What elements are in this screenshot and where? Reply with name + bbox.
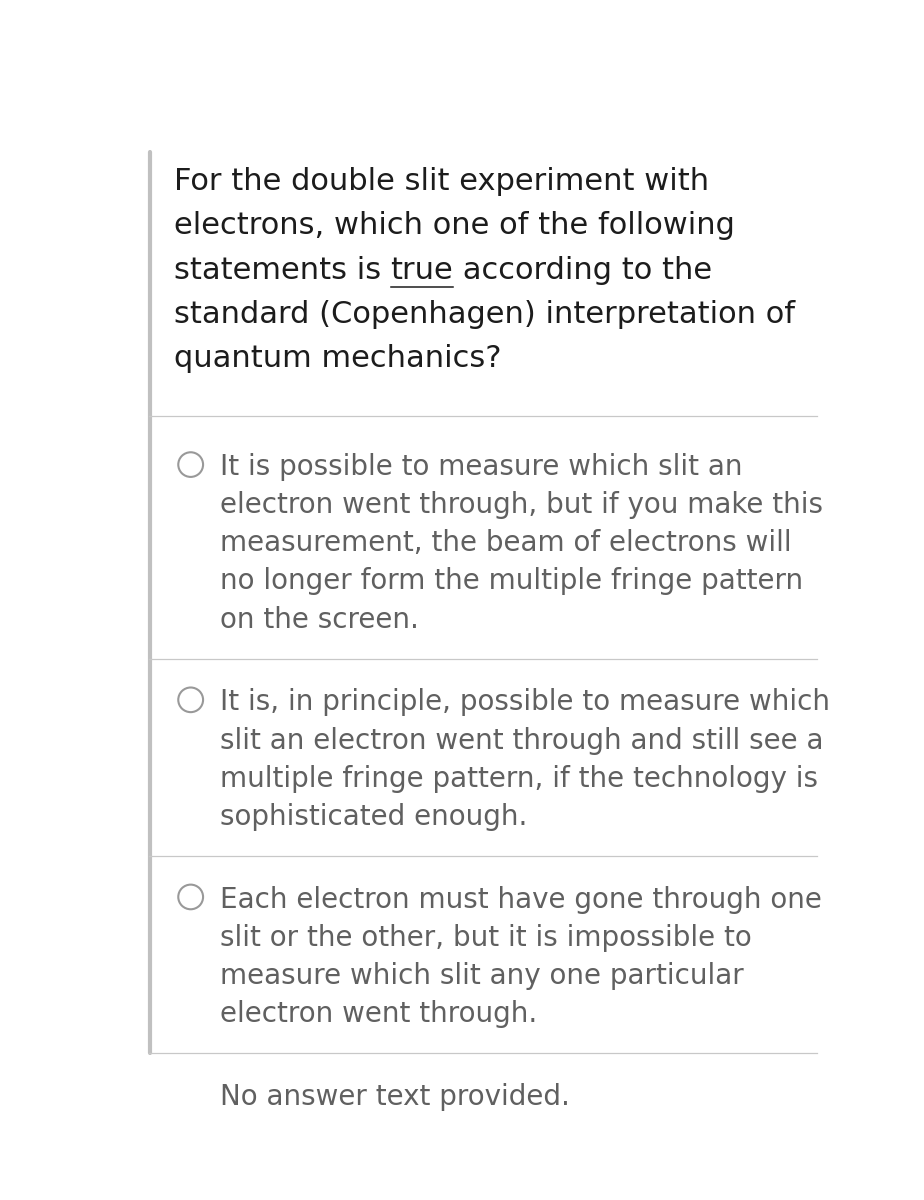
Text: statements is: statements is: [174, 256, 391, 284]
Text: electrons, which one of the following: electrons, which one of the following: [174, 211, 735, 240]
Text: It is, in principle, possible to measure which: It is, in principle, possible to measure…: [220, 689, 830, 716]
Text: slit an electron went through and still see a: slit an electron went through and still …: [220, 726, 823, 755]
Text: electron went through.: electron went through.: [220, 1000, 538, 1028]
Text: true: true: [391, 256, 454, 284]
Text: electron went through, but if you make this: electron went through, but if you make t…: [220, 491, 823, 520]
Text: sophisticated enough.: sophisticated enough.: [220, 803, 528, 830]
Text: It is possible to measure which slit an: It is possible to measure which slit an: [220, 454, 743, 481]
Text: according to the: according to the: [454, 256, 712, 284]
Text: on the screen.: on the screen.: [220, 606, 419, 634]
Text: measure which slit any one particular: measure which slit any one particular: [220, 961, 744, 990]
Text: slit or the other, but it is impossible to: slit or the other, but it is impossible …: [220, 924, 752, 952]
Text: multiple fringe pattern, if the technology is: multiple fringe pattern, if the technolo…: [220, 764, 818, 793]
Text: quantum mechanics?: quantum mechanics?: [174, 344, 501, 373]
Text: No answer text provided.: No answer text provided.: [220, 1082, 570, 1111]
Text: standard (Copenhagen) interpretation of: standard (Copenhagen) interpretation of: [174, 300, 795, 329]
Text: For the double slit experiment with: For the double slit experiment with: [174, 167, 709, 196]
Text: Each electron must have gone through one: Each electron must have gone through one: [220, 886, 822, 913]
Text: measurement, the beam of electrons will: measurement, the beam of electrons will: [220, 529, 792, 557]
Text: no longer form the multiple fringe pattern: no longer form the multiple fringe patte…: [220, 568, 803, 595]
